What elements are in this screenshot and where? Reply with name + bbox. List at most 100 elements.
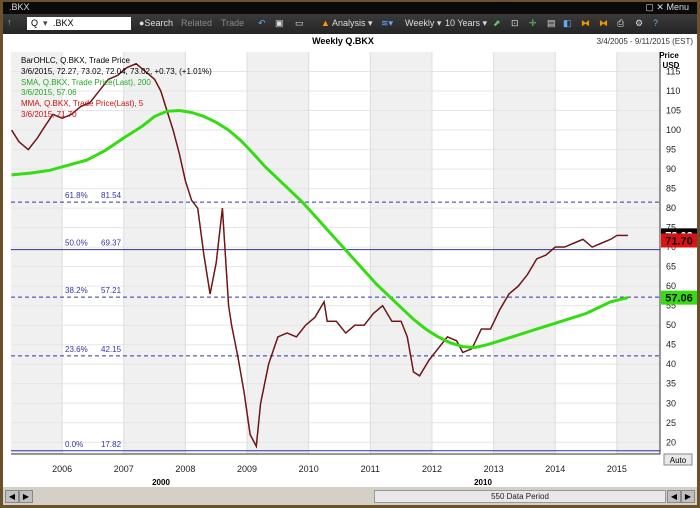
date-range: 3/4/2005 - 9/11/2015 (EST) — [597, 37, 694, 46]
y-tick-label: 45 — [666, 340, 676, 350]
search-button[interactable]: ●Search — [139, 18, 173, 28]
periodicity-value: Weekly — [405, 18, 435, 28]
scroll-thumb[interactable]: 550 Data Period — [374, 490, 666, 503]
chart-panel[interactable]: 61.8% 81.54 50.0% 69.37 38.2% 57.21 23.6% 42.15… — [3, 34, 697, 487]
symbol-input[interactable]: Q ▾ .BKX — [27, 17, 131, 30]
chart-toolbar: ↑ Q ▾ .BKX ●Search Related Trade ↶ ▣ ▭ ▲… — [3, 14, 697, 34]
auto-scale-button[interactable] — [663, 453, 693, 466]
y-tick-label: 115 — [666, 67, 680, 77]
y-tick-label: 65 — [666, 262, 676, 272]
crosshair-icon[interactable]: ✛ — [529, 18, 537, 28]
x-tick-label: 2007 — [114, 464, 134, 474]
trade-button[interactable]: Trade — [221, 18, 245, 28]
zoom-icon[interactable]: ⊡ — [511, 18, 519, 28]
symbol-name[interactable]: .BKX — [53, 18, 74, 28]
legend-mma-value: 3/6/2015, 71.70 — [21, 110, 77, 119]
dropdown-icon[interactable]: ▾ — [43, 18, 48, 28]
x-tick-label: 2012 — [422, 464, 442, 474]
chart-title: Weekly Q.BKX — [312, 36, 374, 46]
menu-label[interactable]: Menu — [666, 2, 689, 12]
legend-bar-label: BarOHLC, Q.BKX, Trade Price — [21, 56, 130, 65]
folder-icon[interactable]: ▭ — [295, 18, 304, 28]
mma-last-flag — [661, 233, 697, 248]
window-title-bar: .BKX ▢ ✕ Menu — [3, 2, 697, 14]
range-value: 10 Years — [445, 18, 481, 28]
y-tick-label: 75 — [666, 223, 676, 233]
fib-value-label: 42.15 — [101, 345, 122, 354]
scroll-right-icon[interactable]: ▶ — [19, 490, 33, 503]
legend-bar-values: 3/6/2015, 72.27, 73.02, 72.04, 73.02, +0… — [21, 67, 212, 76]
fib-percent-label: 61.8% — [65, 191, 88, 200]
settings-icon[interactable]: ⚙ — [635, 18, 644, 28]
decade-label-2010: 2010 — [474, 478, 492, 487]
grid-icon[interactable]: ▤ — [547, 18, 556, 28]
y-tick-label: 90 — [666, 164, 676, 174]
periodicity-select[interactable]: Weekly ▾ — [405, 18, 442, 28]
y-tick-label: 60 — [666, 281, 676, 291]
symbol-arrow-icon[interactable]: ↑ — [7, 17, 12, 27]
range-select[interactable]: 10 Years ▾ — [445, 18, 488, 28]
y-tick-label: 25 — [666, 418, 676, 428]
year-band — [123, 52, 186, 454]
y-tick-label: 50 — [666, 320, 676, 330]
year-band — [247, 52, 309, 454]
sma-series-line — [11, 108, 629, 350]
fib-percent-label: 50.0% — [65, 239, 88, 248]
analysis-label: Analysis — [331, 18, 366, 28]
auto-label: Auto — [670, 456, 687, 465]
snapshot-icon[interactable]: ◧ — [563, 18, 572, 28]
fib-percent-label: 23.6% — [65, 345, 88, 354]
sma-last-flag-label: 57.06 — [665, 293, 693, 305]
y-tick-label: 110 — [666, 86, 680, 96]
year-band — [493, 52, 556, 454]
close-icon[interactable]: ✕ — [656, 2, 664, 12]
window-title: .BKX — [9, 2, 30, 12]
y-tick-label: 30 — [666, 398, 676, 408]
legend-mma-label: MMA, Q.BKX, Trade Price(Last), 5 — [21, 99, 144, 108]
year-band — [370, 52, 432, 454]
line-chart-icon[interactable]: ⬈ — [493, 18, 501, 28]
window-menu[interactable]: ▢ ✕ Menu — [645, 2, 689, 13]
symbol-prefix[interactable]: Q — [31, 18, 39, 28]
fib-value-label: 17.82 — [101, 440, 122, 449]
decade-label-2000: 2000 — [152, 478, 170, 487]
x-tick-label: 2015 — [607, 464, 627, 474]
related-button[interactable]: Related — [181, 18, 213, 28]
studies-icon[interactable]: ≋▾ — [381, 18, 394, 28]
undo-icon[interactable]: ↶ — [258, 18, 266, 28]
price-chart[interactable]: 61.8% 81.54 50.0% 69.37 38.2% 57.21 23.6% 42.15… — [3, 34, 697, 487]
fib-value-label: 81.54 — [101, 191, 122, 200]
camera-icon[interactable]: ▣ — [275, 18, 284, 28]
x-tick-label: 2014 — [545, 464, 565, 474]
x-tick-label: 2011 — [361, 464, 380, 474]
x-tick-label: 2008 — [175, 464, 195, 474]
y-tick-label: 35 — [666, 379, 676, 389]
fib-percent-label: 0.0% — [65, 440, 83, 449]
y-tick-label: 20 — [666, 437, 676, 447]
scroll-left-icon[interactable]: ◀ — [5, 490, 19, 503]
help-icon[interactable]: ? — [653, 18, 659, 28]
x-tick-label: 2010 — [299, 464, 319, 474]
price-axis-unit: USD — [663, 61, 680, 70]
search-label: Search — [144, 18, 173, 28]
print-icon[interactable]: ⎙ — [617, 18, 625, 28]
x-tick-label: 2009 — [237, 464, 257, 474]
chart-scrollbar[interactable]: ◀ ▶ 550 Data Period ◀ ▶ — [3, 487, 697, 505]
analysis-button[interactable]: ▲ Analysis ▾ — [321, 18, 373, 28]
fib-value-label: 69.37 — [101, 239, 122, 248]
scroll-end-left-icon[interactable]: ◀ — [667, 490, 681, 503]
x-tick-label: 2006 — [52, 464, 72, 474]
y-tick-label: 40 — [666, 359, 676, 369]
y-tick-label: 80 — [666, 203, 676, 213]
y-tick-label: 105 — [666, 106, 681, 116]
expand-icon[interactable]: ⧓ — [599, 18, 608, 28]
fib-percent-label: 38.2% — [65, 286, 88, 295]
shrink-icon[interactable]: ⧓ — [581, 18, 590, 28]
analysis-icon: ▲ — [321, 18, 330, 28]
y-tick-label: 85 — [666, 184, 676, 194]
price-axis-title: Price — [659, 51, 679, 60]
restore-icon[interactable]: ▢ — [645, 2, 654, 12]
scroll-end-right-icon[interactable]: ▶ — [681, 490, 695, 503]
mma-last-flag-label: 71.70 — [665, 236, 693, 248]
